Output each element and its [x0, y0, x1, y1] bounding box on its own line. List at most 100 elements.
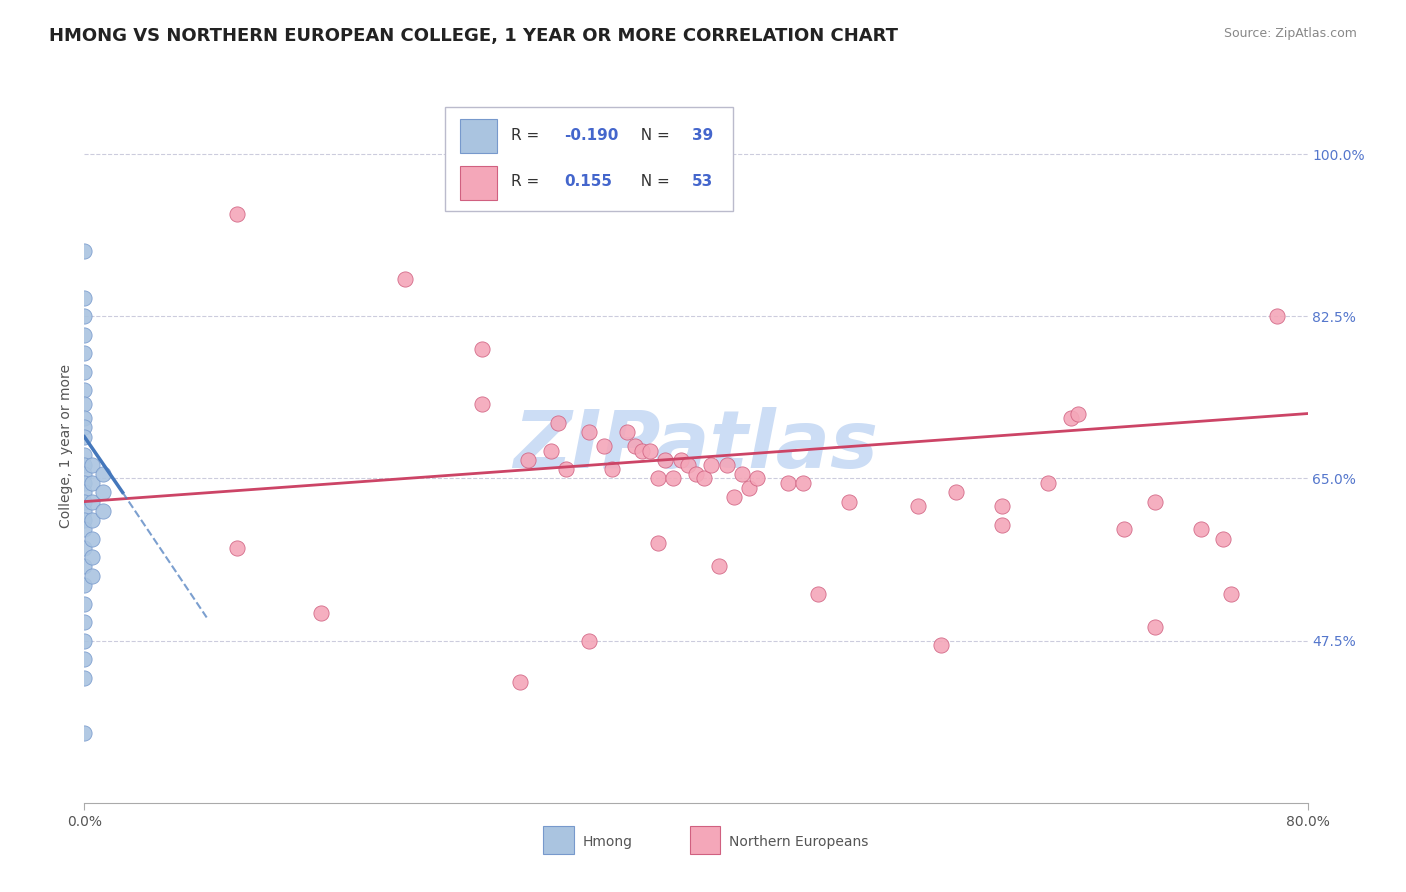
- Point: [80, 550, 103, 565]
- Point: [991, 500, 1014, 514]
- Point: [73, 397, 96, 411]
- Point: [685, 467, 707, 481]
- Point: [1067, 407, 1090, 421]
- Point: [654, 453, 676, 467]
- Point: [555, 462, 578, 476]
- Point: [80, 494, 103, 508]
- Point: [647, 471, 669, 485]
- Point: [547, 416, 569, 430]
- Text: Northern Europeans: Northern Europeans: [728, 835, 869, 849]
- Point: [471, 397, 494, 411]
- Text: 0.155: 0.155: [564, 175, 612, 189]
- Text: R =: R =: [512, 175, 550, 189]
- Point: [311, 606, 333, 620]
- Point: [700, 458, 723, 472]
- Point: [1143, 620, 1166, 634]
- Point: [723, 490, 745, 504]
- FancyBboxPatch shape: [460, 166, 496, 200]
- Point: [540, 443, 562, 458]
- Point: [73, 523, 96, 537]
- Point: [73, 291, 96, 305]
- Text: 39: 39: [692, 128, 714, 143]
- Point: [516, 453, 538, 467]
- Point: [73, 494, 96, 508]
- Point: [73, 346, 96, 360]
- Point: [907, 500, 929, 514]
- Text: Source: ZipAtlas.com: Source: ZipAtlas.com: [1223, 27, 1357, 40]
- Point: [73, 384, 96, 398]
- Point: [578, 425, 600, 439]
- Point: [600, 462, 623, 476]
- Point: [80, 476, 103, 491]
- Point: [394, 272, 416, 286]
- Point: [73, 504, 96, 518]
- Point: [73, 597, 96, 611]
- Point: [91, 485, 114, 500]
- Text: -0.190: -0.190: [564, 128, 619, 143]
- Point: [1059, 411, 1081, 425]
- Point: [647, 536, 669, 550]
- Point: [1220, 587, 1243, 601]
- Point: [1189, 523, 1212, 537]
- Point: [616, 425, 638, 439]
- Point: [509, 675, 531, 690]
- Text: N =: N =: [631, 175, 675, 189]
- Point: [73, 327, 96, 342]
- FancyBboxPatch shape: [460, 120, 496, 153]
- Point: [1143, 494, 1166, 508]
- Text: R =: R =: [512, 128, 544, 143]
- FancyBboxPatch shape: [543, 826, 574, 855]
- Point: [1212, 532, 1234, 546]
- Point: [73, 476, 96, 491]
- Point: [991, 517, 1014, 532]
- Point: [80, 513, 103, 527]
- Point: [838, 494, 860, 508]
- Point: [73, 458, 96, 472]
- Point: [73, 420, 96, 434]
- Point: [73, 513, 96, 527]
- Point: [776, 476, 799, 491]
- Point: [1265, 310, 1288, 324]
- Point: [73, 365, 96, 379]
- Point: [226, 207, 249, 221]
- Point: [80, 532, 103, 546]
- Text: ZIPatlas: ZIPatlas: [513, 407, 879, 485]
- Point: [73, 244, 96, 259]
- Point: [578, 633, 600, 648]
- Point: [738, 481, 761, 495]
- Point: [73, 726, 96, 740]
- Point: [91, 504, 114, 518]
- Point: [226, 541, 249, 555]
- Point: [73, 671, 96, 685]
- Point: [669, 453, 692, 467]
- Text: HMONG VS NORTHERN EUROPEAN COLLEGE, 1 YEAR OR MORE CORRELATION CHART: HMONG VS NORTHERN EUROPEAN COLLEGE, 1 YE…: [49, 27, 898, 45]
- Point: [73, 615, 96, 629]
- Point: [707, 559, 730, 574]
- Point: [471, 342, 494, 356]
- Point: [747, 471, 769, 485]
- Point: [631, 443, 654, 458]
- Point: [91, 467, 114, 481]
- Text: N =: N =: [631, 128, 675, 143]
- Point: [73, 559, 96, 574]
- Point: [662, 471, 685, 485]
- Point: [73, 485, 96, 500]
- Point: [731, 467, 754, 481]
- Point: [80, 458, 103, 472]
- Point: [807, 587, 830, 601]
- Text: 53: 53: [692, 175, 714, 189]
- FancyBboxPatch shape: [446, 107, 733, 211]
- Point: [73, 652, 96, 666]
- Point: [692, 471, 714, 485]
- Point: [929, 638, 952, 652]
- Point: [73, 578, 96, 592]
- Point: [678, 458, 700, 472]
- Y-axis label: College, 1 year or more: College, 1 year or more: [59, 364, 73, 528]
- Point: [792, 476, 814, 491]
- Point: [716, 458, 738, 472]
- Point: [73, 633, 96, 648]
- Point: [73, 448, 96, 462]
- Point: [1036, 476, 1059, 491]
- Point: [73, 430, 96, 444]
- Point: [80, 568, 103, 582]
